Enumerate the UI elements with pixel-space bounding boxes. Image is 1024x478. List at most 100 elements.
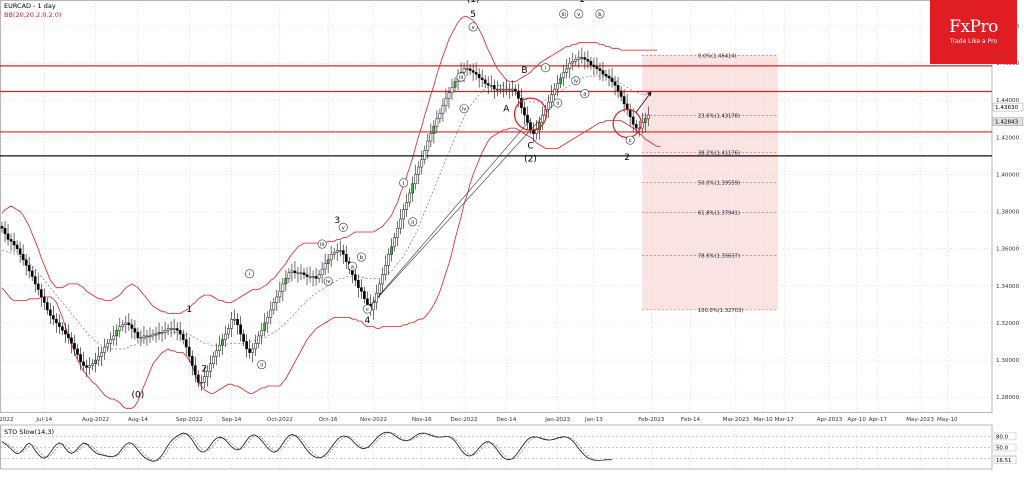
candle (124, 315, 128, 334)
candle (290, 263, 294, 282)
x-tick-16: Mar-2023 (723, 417, 750, 423)
candle (18, 241, 22, 263)
candle (21, 244, 25, 266)
circled-label-ring (257, 360, 267, 370)
candle-body (76, 348, 79, 355)
candle (613, 75, 617, 96)
candle-body (378, 283, 381, 294)
candle-body (151, 333, 155, 337)
circled-wave-label-3: iv (323, 276, 333, 286)
candle-body (272, 302, 276, 311)
candle (571, 52, 575, 71)
candle-body (209, 363, 212, 372)
candle (139, 330, 143, 347)
candle (495, 80, 499, 97)
candle (480, 69, 484, 88)
circled-label-ring (317, 239, 327, 249)
candle (97, 346, 100, 366)
candle (133, 319, 137, 340)
candle-body (571, 60, 575, 64)
candle-body (450, 86, 454, 94)
candle-body (233, 318, 236, 321)
brand-logo[interactable]: FxPro Trade Like a Pro (930, 0, 1017, 64)
candle-body (610, 77, 614, 82)
x-tick-8: Nov-2022 (360, 417, 387, 423)
candle-body (474, 72, 478, 75)
candle (42, 288, 46, 310)
candle (82, 352, 85, 372)
circled-label-ring (323, 276, 333, 286)
candle (45, 297, 49, 315)
candle (577, 50, 581, 68)
candle (163, 321, 167, 340)
fib-label-1: 23.6%(1.43178) (698, 113, 740, 119)
candle (450, 78, 454, 101)
candle (568, 57, 572, 79)
candle (70, 331, 73, 354)
candle (556, 74, 560, 97)
candle (6, 224, 10, 246)
x-tick-17: Mar-10 (753, 417, 773, 423)
x-tick-6: Oct-2022 (267, 417, 293, 423)
candle (405, 193, 409, 217)
circled-label-text: iv (574, 79, 579, 85)
candle-body (486, 83, 490, 86)
circled-wave-label-1: ii (257, 360, 267, 370)
candle (242, 329, 245, 347)
candle (580, 47, 584, 64)
candle-body (326, 259, 330, 264)
candle (574, 54, 578, 66)
candle (215, 343, 218, 365)
candle (631, 108, 635, 132)
candle-body (142, 335, 146, 339)
candle-body (230, 318, 233, 329)
x-tick-1: Jul-14 (35, 417, 52, 423)
candle-body (58, 322, 61, 327)
candle-body (24, 259, 28, 266)
candle (399, 209, 402, 235)
candle-body (139, 337, 143, 340)
candle-body (263, 322, 267, 331)
circled-label-text: a (583, 92, 586, 98)
candle-body (206, 370, 209, 377)
candle (88, 357, 91, 375)
circled-label-text: i (403, 181, 404, 187)
circle-wave-c (513, 97, 548, 131)
candle (326, 253, 330, 274)
candle-body (520, 98, 523, 108)
circled-wave-label-4: v (338, 222, 348, 232)
candle (402, 203, 406, 229)
candle-body (550, 94, 553, 103)
candle-body (492, 85, 496, 90)
candle (272, 297, 276, 315)
circled-label-text: ii (260, 363, 263, 369)
circled-wave-label-8: i (399, 178, 409, 188)
candle (281, 278, 285, 302)
circled-label-ring (625, 135, 635, 145)
candle (91, 359, 94, 371)
brand-tagline: Trade Like a Pro (949, 38, 998, 45)
candle (145, 329, 149, 346)
candle-body (417, 166, 421, 175)
candle-body (595, 66, 599, 69)
candle (508, 83, 511, 99)
candle (414, 164, 418, 190)
candle (390, 238, 393, 262)
candle (360, 279, 363, 299)
stoch-tick-text: 80.0 (996, 434, 1009, 440)
candle (438, 108, 442, 124)
candle (130, 318, 134, 339)
candle (0, 221, 4, 233)
candle (341, 244, 345, 265)
fib-label-6: 100.0%(1.32703) (698, 308, 743, 314)
candle (199, 375, 203, 391)
candle (498, 84, 502, 94)
candle (221, 333, 224, 356)
candle (233, 309, 236, 326)
candle (329, 245, 333, 268)
circled-wave-label-9: ii (408, 217, 418, 227)
x-tick-0: Jul-2022 (0, 417, 14, 423)
candle-body (218, 344, 221, 352)
candle (36, 274, 40, 296)
candle (67, 324, 70, 344)
